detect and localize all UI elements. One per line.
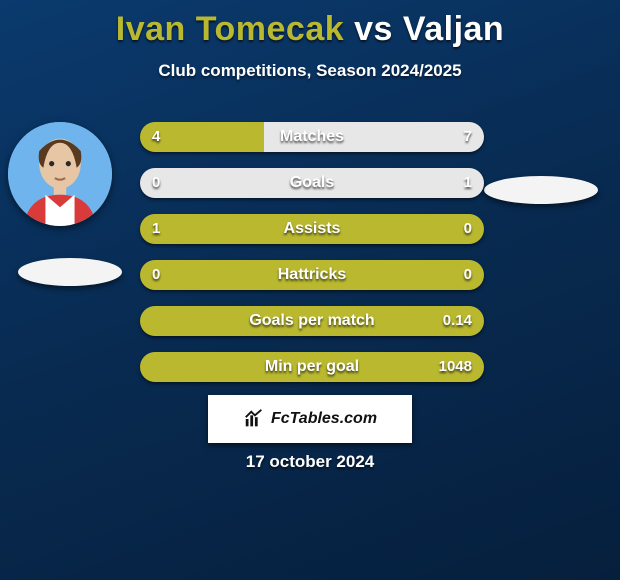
comparison-bars: 47Matches 01Goals 10Assists 00Hattricks 0.14…: [140, 122, 484, 398]
player1-avatar-svg: [8, 122, 112, 226]
stat-row: 00Hattricks: [140, 260, 484, 290]
brand-text: FcTables.com: [271, 410, 377, 428]
player2-shadow-pad: [484, 176, 598, 204]
stat-label: Goals per match: [140, 306, 484, 336]
player1-avatar: [8, 122, 112, 226]
stat-label: Assists: [140, 214, 484, 244]
stat-row: 47Matches: [140, 122, 484, 152]
footer-date: 17 october 2024: [0, 452, 620, 472]
player1-shadow-pad: [18, 258, 122, 286]
stat-row: 01Goals: [140, 168, 484, 198]
vs-text: vs: [354, 10, 393, 48]
subtitle: Club competitions, Season 2024/2025: [0, 61, 620, 81]
brand-icon: [243, 408, 265, 430]
stat-label: Hattricks: [140, 260, 484, 290]
player2-name: Valjan: [403, 10, 504, 48]
stat-row: 10Assists: [140, 214, 484, 244]
player1-name: Ivan Tomecak: [116, 10, 344, 48]
stat-label: Matches: [140, 122, 484, 152]
stat-label: Goals: [140, 168, 484, 198]
stat-label: Min per goal: [140, 352, 484, 382]
stat-row: 0.14Goals per match: [140, 306, 484, 336]
stat-row: 1048Min per goal: [140, 352, 484, 382]
brand-box: FcTables.com: [208, 395, 412, 443]
comparison-title: Ivan Tomecak vs Valjan: [0, 0, 620, 49]
